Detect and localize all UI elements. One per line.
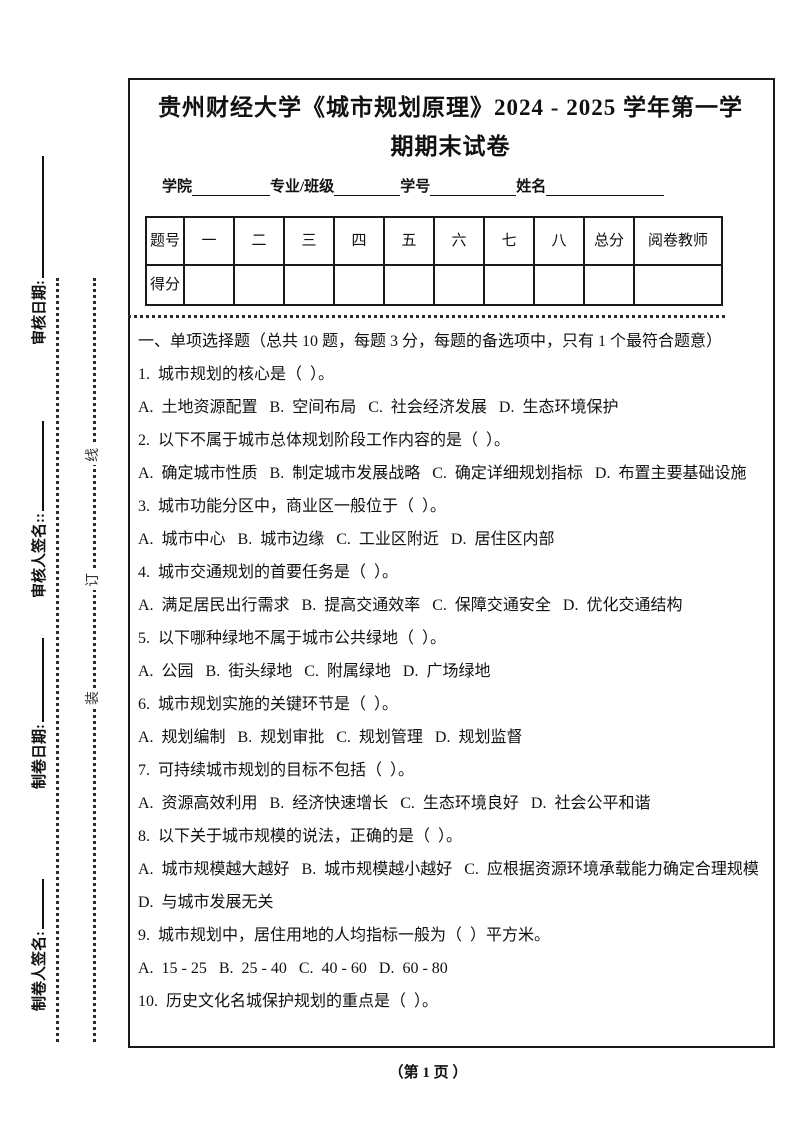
question-2-text: 2. 以下不属于城市总体规划阶段工作内容的是（ ）。	[138, 432, 511, 449]
question-1-options: A. 土地资源配置 B. 空间布局 C. 社会经济发展 D. 生态环境保护	[138, 399, 619, 416]
score-table-header-row: 题号 一 二 三 四 五 六 七 八 总分 阅卷教师	[145, 216, 723, 266]
score-cell	[433, 264, 485, 306]
score-cell	[233, 264, 285, 306]
paper-maker-signature-text: 制卷人签名:	[32, 931, 48, 1011]
score-cell	[583, 264, 635, 306]
grader-header: 阅卷教师	[633, 216, 723, 266]
question-3-options: A. 城市中心 B. 城市边缘 C. 工业区附近 D. 居住区内部	[138, 531, 555, 548]
student-id-label: 学号	[400, 179, 431, 195]
binding-dotted-line-outer	[93, 278, 96, 1042]
question-5-text: 5. 以下哪种绿地不属于城市公共绿地（ ）。	[138, 630, 447, 647]
score-cell	[333, 264, 385, 306]
paper-maker-signature-label: 制卷人签名:	[30, 849, 50, 1011]
question-6-options: A. 规划编制 B. 规划审批 C. 规划管理 D. 规划监督	[138, 729, 523, 746]
major-class-field: 专业/班级	[270, 176, 401, 198]
review-date-blank-line	[30, 156, 44, 278]
col-6: 六	[433, 216, 485, 266]
paper-maker-date-blank-line	[30, 638, 44, 722]
paper-maker-signature-blank-line	[30, 879, 44, 929]
question-1-text: 1. 城市规划的核心是（ ）。	[138, 366, 335, 383]
exam-title: 贵州财经大学《城市规划原理》2024 - 2025 学年第一学期期末试卷	[158, 95, 743, 159]
college-blank-line	[192, 176, 271, 196]
questions-section: 一、单项选择题（总共 10 题，每题 3 分，每题的备选项中，只有 1 个最符合…	[138, 325, 761, 1018]
student-id-blank-line	[430, 176, 517, 196]
dotted-separator	[128, 315, 725, 318]
student-info-row: 学院 专业/班级 学号 姓名	[162, 176, 717, 198]
col-2: 二	[233, 216, 285, 266]
col-1: 一	[183, 216, 235, 266]
paper-maker-date-text: 制卷日期:	[32, 724, 48, 789]
question-5-options: A. 公园 B. 街头绿地 C. 附属绿地 D. 广场绿地	[138, 663, 491, 680]
question-10-text: 10. 历史文化名城保护规划的重点是（ ）。	[138, 993, 439, 1010]
question-number-header: 题号	[145, 216, 185, 266]
reviewer-signature-blank-line	[30, 421, 44, 511]
question-4-options: A. 满足居民出行需求 B. 提高交通效率 C. 保障交通安全 D. 优化交通结…	[138, 597, 683, 614]
question-3-text: 3. 城市功能分区中，商业区一般位于（ ）。	[138, 498, 447, 515]
section-heading: 一、单项选择题（总共 10 题，每题 3 分，每题的备选项中，只有 1 个最符合…	[138, 333, 723, 350]
col-4: 四	[333, 216, 385, 266]
review-date-label: 审核日期:	[30, 143, 50, 345]
question-7-text: 7. 可持续城市规划的目标不包括（ ）。	[138, 762, 415, 779]
binding-char-line: 线	[83, 445, 105, 465]
col-3: 三	[283, 216, 335, 266]
reviewer-signature-text: 审核人签名::	[32, 513, 48, 598]
question-6-text: 6. 城市规划实施的关键环节是（ ）。	[138, 696, 399, 713]
college-label: 学院	[162, 179, 193, 195]
score-cell	[533, 264, 585, 306]
score-cell	[483, 264, 535, 306]
name-field: 姓名	[516, 176, 665, 198]
score-cell	[383, 264, 435, 306]
col-5: 五	[383, 216, 435, 266]
question-4-text: 4. 城市交通规划的首要任务是（ ）。	[138, 564, 399, 581]
question-9-options: A. 15 - 25 B. 25 - 40 C. 40 - 60 D. 60 -…	[138, 960, 448, 977]
col-7: 七	[483, 216, 535, 266]
name-label: 姓名	[516, 179, 547, 195]
exam-sheet-frame: 贵州财经大学《城市规划原理》2024 - 2025 学年第一学期期末试卷 学院 …	[128, 78, 775, 1048]
binding-dotted-line-inner	[56, 278, 59, 1042]
name-blank-line	[546, 176, 665, 196]
major-class-blank-line	[334, 176, 401, 196]
question-9-text: 9. 城市规划中，居住用地的人均指标一般为（ ）平方米。	[138, 927, 551, 944]
score-row-label: 得分	[145, 264, 185, 306]
major-class-label: 专业/班级	[270, 179, 335, 195]
binding-char-staple: 订	[83, 570, 105, 590]
question-8-options: A. 城市规模越大越好 B. 城市规模越小越好 C. 应根据资源环境承载能力确定…	[138, 861, 771, 911]
col-total: 总分	[583, 216, 635, 266]
question-8-text: 8. 以下关于城市规模的说法，正确的是（ ）。	[138, 828, 463, 845]
col-8: 八	[533, 216, 585, 266]
score-table: 题号 一 二 三 四 五 六 七 八 总分 阅卷教师 得分	[145, 216, 723, 306]
college-field: 学院	[162, 176, 271, 198]
review-date-text: 审核日期:	[32, 280, 48, 345]
question-2-options: A. 确定城市性质 B. 制定城市发展战略 C. 确定详细规划指标 D. 布置主…	[138, 465, 747, 482]
score-cell	[183, 264, 235, 306]
question-7-options: A. 资源高效利用 B. 经济快速增长 C. 生态环境良好 D. 社会公平和谐	[138, 795, 651, 812]
score-table-score-row: 得分	[145, 264, 723, 306]
page-number-footer: （第 1 页 ）	[388, 1065, 468, 1081]
binding-char-bind: 装	[83, 688, 105, 708]
score-cell	[283, 264, 335, 306]
paper-maker-date-label: 制卷日期:	[30, 597, 50, 789]
grader-cell	[633, 264, 723, 306]
student-id-field: 学号	[400, 176, 517, 198]
reviewer-signature-label: 审核人签名::	[30, 396, 50, 598]
